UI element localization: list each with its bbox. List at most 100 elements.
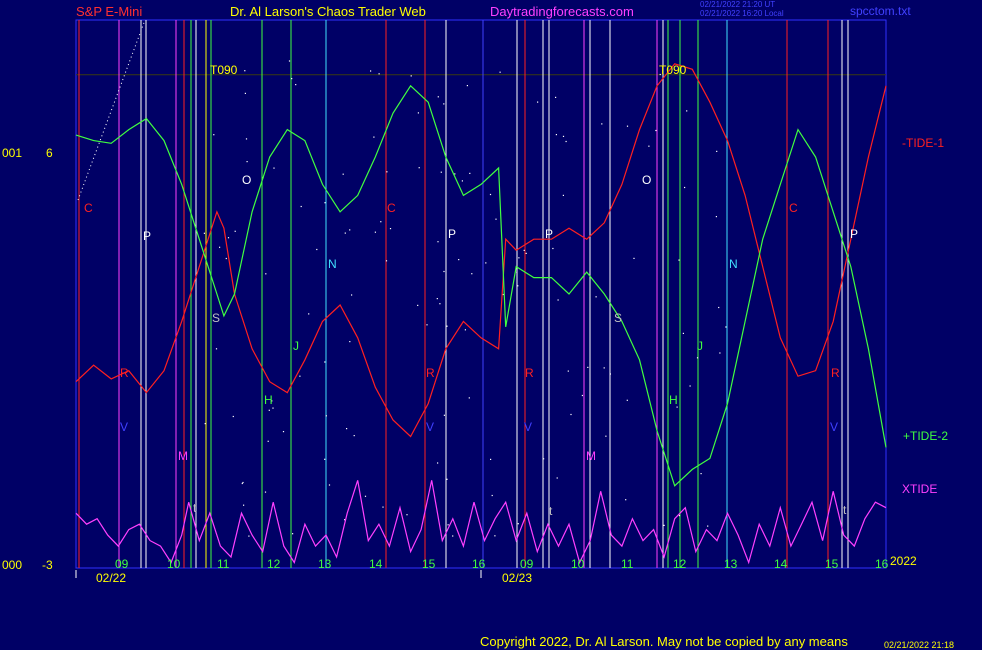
event-marker-label-28: P bbox=[850, 227, 858, 241]
scatter-dot-77 bbox=[215, 348, 218, 350]
scatter-dot-37 bbox=[663, 524, 665, 526]
scatter-dot-88 bbox=[494, 535, 496, 537]
hour-tick-label-0: 09 bbox=[115, 557, 129, 571]
scatter-dot-101 bbox=[370, 70, 372, 72]
scatter-dot-85 bbox=[678, 259, 680, 261]
scatter-dot-31 bbox=[436, 298, 438, 300]
event-marker-label-11: t bbox=[193, 501, 197, 515]
scatter-dot-55 bbox=[324, 458, 326, 460]
scatter-dot-113 bbox=[417, 304, 419, 306]
scatter-dot-79 bbox=[491, 494, 493, 497]
scatter-dot-61 bbox=[351, 294, 353, 296]
scatter-dot-16 bbox=[292, 533, 294, 535]
scatter-dot-115 bbox=[232, 415, 234, 418]
scatter-dot-29 bbox=[567, 370, 569, 372]
scatter-dot-136 bbox=[349, 341, 351, 343]
scatter-dot-139 bbox=[380, 221, 382, 223]
scatter-dot-39 bbox=[603, 367, 605, 369]
hour-tick-label-2: 11 bbox=[217, 557, 230, 571]
scatter-dot-67 bbox=[417, 112, 419, 114]
filename-label: spcctom.txt bbox=[850, 4, 911, 18]
scatter-dot-63 bbox=[324, 202, 326, 204]
event-marker-label-31: t bbox=[843, 503, 847, 517]
hour-tick-label-3: 12 bbox=[267, 557, 281, 571]
scatter-dot-109 bbox=[385, 260, 388, 262]
scatter-dot-45 bbox=[203, 232, 205, 234]
hour-tick-label-5: 14 bbox=[369, 557, 383, 571]
scatter-dot-123 bbox=[386, 171, 388, 173]
scatter-dot-112 bbox=[461, 180, 463, 182]
scatter-dot-125 bbox=[324, 361, 326, 363]
scatter-dot-133 bbox=[373, 136, 375, 138]
scatter-dot-20 bbox=[389, 228, 392, 230]
scatter-dot-76 bbox=[300, 205, 302, 208]
scatter-dot-131 bbox=[517, 523, 519, 525]
event-marker-label-20: M bbox=[586, 449, 596, 463]
event-marker-label-19: V bbox=[524, 420, 532, 434]
scatter-dot-15 bbox=[562, 194, 564, 196]
event-marker-label-14: R bbox=[426, 366, 435, 380]
copyright-notice: Copyright 2022, Dr. Al Larson. May not b… bbox=[480, 634, 848, 649]
scatter-dot-42 bbox=[316, 248, 318, 251]
scatter-dot-33 bbox=[443, 270, 445, 273]
event-marker-label-8: R bbox=[120, 366, 129, 380]
event-marker-label-24: N bbox=[729, 257, 738, 271]
scatter-dot-78 bbox=[437, 241, 439, 243]
timestamp-local: 02/21/2022 16:20 Local bbox=[700, 9, 784, 18]
scatter-dot-68 bbox=[458, 259, 460, 261]
scatter-dot-21 bbox=[243, 504, 245, 506]
scatter-dot-56 bbox=[291, 78, 293, 80]
site-link[interactable]: Daytradingforecasts.com bbox=[490, 4, 634, 19]
scatter-dot-110 bbox=[682, 332, 684, 334]
scatter-dot-5 bbox=[353, 435, 355, 437]
event-marker-label-7: H bbox=[264, 393, 273, 407]
scatter-dot-10 bbox=[295, 84, 297, 86]
scatter-dot-104 bbox=[299, 375, 301, 377]
event-marker-label-0: C bbox=[84, 201, 93, 215]
scatter-dot-35 bbox=[601, 123, 603, 125]
scatter-dot-102 bbox=[718, 306, 720, 309]
event-marker-label-22: T090 bbox=[659, 63, 687, 77]
year-label: 2022 bbox=[890, 554, 917, 568]
legend-xtide: XTIDE bbox=[902, 482, 938, 496]
hour-tick-label-9: 10 bbox=[571, 557, 585, 571]
scatter-dot-93 bbox=[605, 435, 607, 437]
scatter-dot-87 bbox=[625, 499, 627, 501]
scatter-dot-60 bbox=[466, 85, 468, 87]
scatter-dot-108 bbox=[648, 145, 650, 147]
event-marker-label-29: R bbox=[831, 366, 840, 380]
scatter-dot-116 bbox=[446, 325, 448, 327]
legend-tide1: -TIDE-1 bbox=[902, 136, 944, 150]
scatter-dot-69 bbox=[204, 423, 206, 425]
scatter-dot-92 bbox=[552, 247, 554, 250]
scatter-dot-54 bbox=[556, 477, 558, 479]
scatter-dot-105 bbox=[325, 415, 327, 417]
scatter-dot-27 bbox=[443, 103, 445, 105]
scatter-dot-12 bbox=[265, 273, 267, 275]
scatter-dot-38 bbox=[700, 473, 702, 475]
scatter-dot-86 bbox=[468, 397, 470, 399]
scatter-dot-57 bbox=[244, 70, 246, 72]
scatter-dot-44 bbox=[344, 519, 346, 521]
scatter-dot-74 bbox=[241, 482, 243, 485]
series-line-2 bbox=[75, 480, 887, 565]
scatter-dot-28 bbox=[225, 257, 227, 260]
scatter-dot-30 bbox=[715, 216, 717, 218]
event-marker-label-23: O bbox=[642, 173, 651, 187]
scatter-dot-126 bbox=[678, 515, 681, 517]
event-marker-label-12: C bbox=[387, 201, 396, 215]
event-marker-label-26: H bbox=[669, 393, 678, 407]
event-marker-label-6: J bbox=[293, 339, 299, 353]
timestamp-ut: 02/21/2022 21:20 UT bbox=[700, 0, 776, 9]
y-top-label-left: 001 bbox=[2, 146, 23, 160]
scatter-dot-81 bbox=[264, 491, 267, 493]
scatter-dot-19 bbox=[282, 431, 285, 433]
hour-tick-label-12: 13 bbox=[724, 557, 738, 571]
scatter-dot-128 bbox=[633, 257, 635, 259]
y-bottom-label-left: 000 bbox=[2, 558, 23, 572]
scatter-dot-17 bbox=[440, 171, 442, 173]
scatter-dot-0 bbox=[464, 329, 466, 331]
hour-tick-label-8: 09 bbox=[520, 557, 534, 571]
footer-timestamp: 02/21/2022 21:18 bbox=[884, 640, 955, 650]
hour-tick-label-11: 12 bbox=[673, 557, 687, 571]
